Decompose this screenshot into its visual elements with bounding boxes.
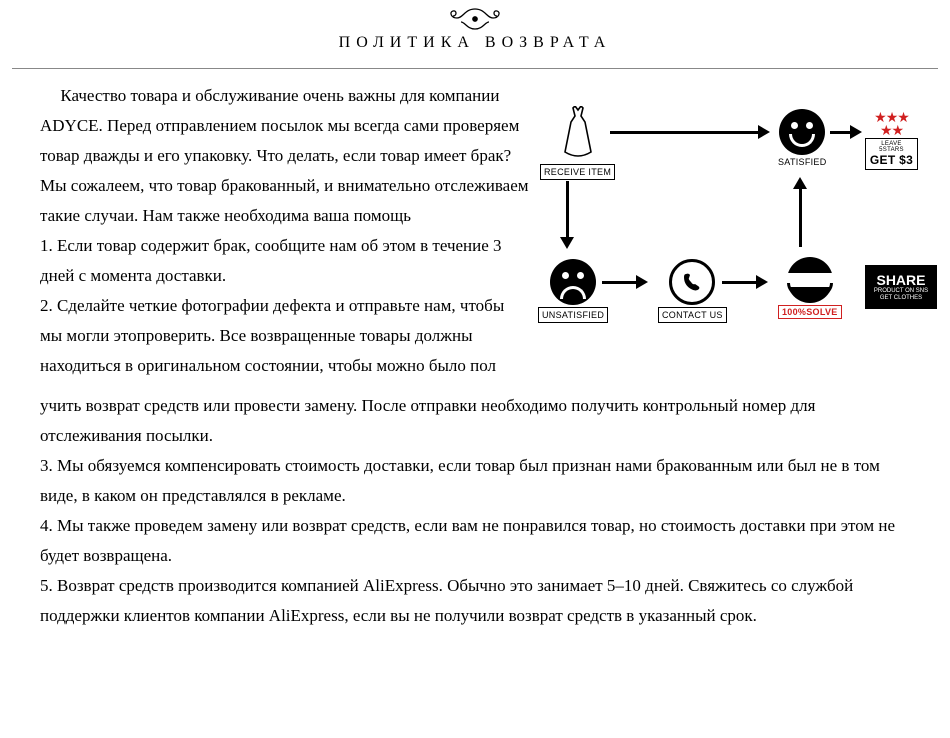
node-reward: ★★★ ★★ LEAVE 5STARS GET $3 bbox=[865, 111, 918, 170]
body-p3: 4. Мы также проведем замену или возврат … bbox=[40, 511, 918, 571]
arrow bbox=[799, 187, 802, 247]
arrow bbox=[602, 281, 638, 284]
share-line1: PRODUCT ON SNS bbox=[874, 288, 928, 295]
intro-text: Качество товара и обслуживание очень важ… bbox=[40, 81, 530, 381]
arrow bbox=[610, 131, 760, 134]
intro-step-2: 2. Сделайте четкие фотографии дефекта и … bbox=[40, 291, 530, 381]
node-share: SHARE PRODUCT ON SNS GET CLOTHES bbox=[865, 265, 937, 309]
intro-paragraph: Качество товара и обслуживание очень важ… bbox=[40, 81, 530, 231]
intro-step-1: 1. Если товар содержит брак, сообщите на… bbox=[40, 231, 530, 291]
arrow-head-icon bbox=[636, 275, 648, 289]
share-box: SHARE PRODUCT ON SNS GET CLOTHES bbox=[865, 265, 937, 309]
node-receive-item: RECEIVE ITEM bbox=[540, 106, 615, 180]
node-unsatisfied: UNSATISFIED bbox=[538, 259, 608, 323]
body-p1: учить возврат средств или провести замен… bbox=[40, 391, 918, 451]
node-label: 100%SOLVE bbox=[778, 305, 842, 319]
arrow bbox=[566, 181, 569, 239]
arrow-head-icon bbox=[850, 125, 862, 139]
arrow-head-icon bbox=[793, 177, 807, 189]
node-label: CONTACT US bbox=[658, 307, 727, 323]
node-contact-us: CONTACT US bbox=[658, 259, 727, 323]
reward-small: LEAVE 5STARS bbox=[869, 141, 914, 153]
dress-icon bbox=[561, 106, 595, 162]
divider bbox=[12, 68, 938, 69]
smiley-icon bbox=[779, 109, 825, 155]
phone-icon bbox=[669, 259, 715, 305]
body-p4: 5. Возврат средств производится компание… bbox=[40, 571, 918, 631]
body-p2: 3. Мы обязуемся компенсировать стоимость… bbox=[40, 451, 918, 511]
five-stars-icon: ★★★ ★★ bbox=[874, 111, 909, 136]
header: ПОЛИТИКА ВОЗВРАТА bbox=[0, 0, 950, 60]
node-label: SATISFIED bbox=[778, 157, 827, 167]
arrow bbox=[830, 131, 852, 134]
node-label: RECEIVE ITEM bbox=[540, 164, 615, 180]
arrow-head-icon bbox=[756, 275, 768, 289]
process-diagram: RECEIVE ITEM SATISFIED ★★★ ★★ LEAVE 5STA… bbox=[530, 81, 918, 381]
node-label: UNSATISFIED bbox=[538, 307, 608, 323]
body-text: учить возврат средств или провести замен… bbox=[40, 391, 918, 631]
reward-box: LEAVE 5STARS GET $3 bbox=[865, 138, 918, 170]
node-solve: 100%SOLVE bbox=[778, 257, 842, 319]
sad-face-icon bbox=[550, 259, 596, 305]
reward-big: GET $3 bbox=[869, 153, 914, 167]
page-title: ПОЛИТИКА ВОЗВРАТА bbox=[0, 34, 950, 52]
node-satisfied: SATISFIED bbox=[778, 109, 827, 167]
arrow-head-icon bbox=[560, 237, 574, 249]
arrow-head-icon bbox=[758, 125, 770, 139]
share-title: SHARE bbox=[876, 272, 925, 288]
ornament-icon bbox=[415, 6, 535, 32]
share-line2: GET CLOTHES bbox=[880, 295, 922, 302]
arrow bbox=[722, 281, 758, 284]
agent-icon bbox=[787, 257, 833, 303]
